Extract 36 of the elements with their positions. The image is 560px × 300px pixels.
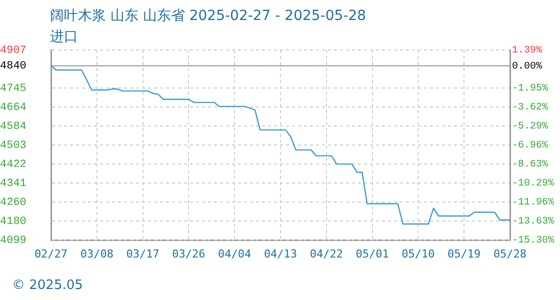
- y-tick-label: 4099: [0, 234, 26, 247]
- y-tick-label: 4584: [0, 120, 27, 133]
- y-tick-label: 4745: [0, 83, 26, 95]
- y-axis-title: 进口: [50, 29, 78, 45]
- x-tick-label: 03/08: [80, 247, 114, 260]
- x-tick-label: 04/04: [218, 247, 252, 260]
- x-tick-label: 05/01: [356, 247, 389, 260]
- text: © 2025.05: [12, 278, 83, 293]
- y-tick-label: 4503: [0, 140, 26, 152]
- x-tick-label: 02/27: [34, 247, 68, 260]
- y2-tick-label: -5.29%: [512, 122, 548, 133]
- y2-tick-label: -11.96%: [512, 198, 554, 209]
- x-tick-label: 03/17: [126, 247, 160, 260]
- x-tick-label: 05/28: [493, 247, 527, 260]
- y-tick-label: 4341: [0, 178, 27, 190]
- y-tick-label: 4260: [0, 197, 26, 210]
- y2-tick-label: -13.63%: [512, 216, 554, 228]
- y-tick-label: 4664: [0, 102, 27, 114]
- x-tick-label: 04/22: [310, 247, 343, 260]
- x-tick-label: 05/19: [448, 247, 481, 260]
- y-tick-label: 4840: [0, 60, 26, 73]
- x-tick-label: 05/10: [402, 247, 435, 260]
- y2-tick-label: -6.96%: [512, 140, 548, 152]
- y2-tick-label: 1.39%: [512, 46, 542, 57]
- y-tick-label: 4180: [0, 216, 26, 228]
- y2-tick-label: -10.29%: [512, 178, 554, 190]
- y2-tick-label: -15.30%: [512, 236, 554, 247]
- y2-tick-label: 0.00%: [512, 61, 542, 72]
- y-tick-label: 4907: [0, 44, 26, 57]
- x-tick-label: 04/13: [264, 247, 298, 260]
- y2-tick-label: -1.95%: [512, 84, 548, 95]
- y2-tick-label: -3.62%: [512, 102, 548, 114]
- x-tick-label: 03/26: [172, 247, 206, 260]
- y-tick-label: 4422: [0, 158, 26, 171]
- y2-tick-label: -8.63%: [512, 160, 548, 171]
- chart-title: 阔叶木浆 山东 山东省 2025-02-27 - 2025-05-28: [50, 8, 366, 24]
